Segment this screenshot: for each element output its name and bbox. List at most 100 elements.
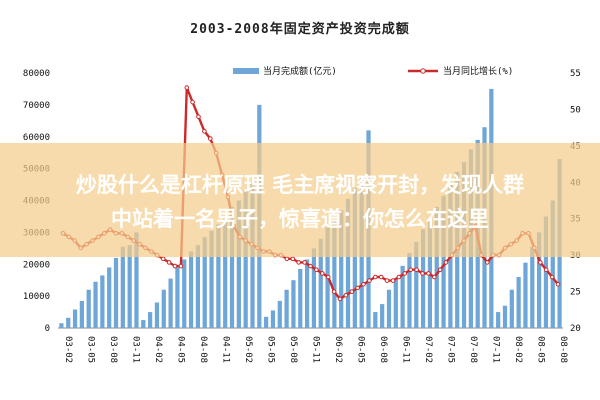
growth-point [355, 285, 360, 291]
x-tick-label: 05-08 [288, 336, 298, 363]
bar [243, 190, 248, 328]
legend-line-label: 当月同比增长(%) [443, 65, 513, 77]
bar [216, 224, 221, 328]
bar [188, 251, 194, 328]
bar [93, 281, 98, 328]
x-tick-label: 04-11 [221, 336, 231, 363]
x-tick-label: 08-02 [513, 336, 523, 363]
bar [175, 267, 180, 328]
x-tick-label: 07-08 [468, 336, 478, 363]
caption-overlay [0, 143, 600, 257]
x-tick-label: 08-08 [558, 336, 568, 363]
x-tick-label: 06-02 [333, 336, 343, 363]
growth-point [325, 274, 331, 280]
bar [516, 277, 521, 328]
bar [202, 237, 207, 328]
bar [373, 312, 378, 328]
growth-point [202, 129, 207, 134]
bar [270, 310, 276, 328]
bar [66, 317, 71, 328]
growth-point [314, 267, 319, 273]
left-tick-label: 10000 [23, 292, 50, 302]
growth-point [420, 271, 425, 276]
bar [154, 302, 160, 328]
left-tick-label: 20000 [23, 260, 50, 270]
bar [537, 232, 542, 329]
growth-point [373, 274, 378, 280]
right-tick-label: 50 [570, 105, 581, 115]
left-tick-label: 60000 [23, 133, 50, 143]
bar [100, 275, 105, 328]
x-tick-label: 04-02 [153, 336, 163, 363]
x-tick-label: 06-08 [378, 336, 388, 363]
growth-point [390, 278, 396, 283]
growth-point [172, 263, 178, 269]
x-tick-label: 06-11 [401, 336, 411, 363]
bar [304, 259, 310, 328]
bar [298, 269, 303, 328]
bar [209, 230, 214, 328]
growth-point [343, 292, 349, 298]
growth-point [414, 267, 419, 273]
growth-point [432, 274, 437, 280]
x-tick-label: 05-02 [243, 336, 253, 363]
bar [182, 259, 187, 328]
x-tick-label: 05-05 [266, 336, 276, 363]
growth-point [538, 260, 543, 265]
x-tick-label: 07-02 [423, 336, 433, 363]
bar [352, 187, 357, 328]
bar [86, 289, 91, 328]
bar [414, 241, 419, 328]
growth-point [166, 260, 172, 265]
growth-point [384, 278, 390, 283]
left-tick-label: 80000 [23, 69, 50, 79]
bar [380, 304, 385, 328]
left-tick-label: 0 [45, 324, 50, 334]
bar [332, 219, 337, 329]
growth-point [160, 256, 166, 262]
legend-item-bar: 当月完成额(亿元) [233, 65, 337, 77]
right-tick-label: 25 [570, 288, 581, 298]
bar [400, 265, 405, 328]
bar [420, 229, 426, 328]
growth-point [408, 267, 414, 273]
bar [168, 278, 173, 328]
bar [496, 312, 501, 328]
bar [195, 245, 201, 329]
left-tick-label: 70000 [23, 101, 50, 111]
growth-point [543, 267, 549, 273]
bar [223, 216, 228, 328]
growth-point [396, 274, 402, 280]
x-tick-label: 05-11 [311, 336, 321, 363]
growth-point [437, 267, 443, 273]
bar [72, 309, 78, 328]
bar [134, 232, 139, 329]
growth-point [549, 274, 555, 280]
bar [345, 198, 351, 328]
bar [502, 305, 508, 328]
x-tick-label: 06-05 [356, 336, 366, 363]
x-tick-label: 07-05 [446, 336, 456, 363]
right-tick-label: 55 [570, 69, 581, 79]
growth-point [184, 85, 190, 90]
bar [318, 238, 323, 328]
bar [229, 206, 235, 329]
caption-line-1: 炒股什么是杠杆原理 毛主席视察开封，发现人群 [75, 173, 525, 197]
bar [277, 300, 282, 328]
x-axis: 03-02 03-05 03-08 03-11 04-02 04-05 04-08 04-11… [63, 336, 568, 363]
bar [543, 216, 549, 328]
bar [148, 312, 153, 328]
x-tick-label: 03-02 [63, 336, 73, 363]
bar [386, 289, 392, 328]
growth-point [485, 260, 490, 265]
caption-text[interactable]: 炒股什么是杠杆原理 毛主席视察开封，发现人群 中站着一名男子，惊喜道：你怎么在这… [8, 168, 592, 236]
bar [141, 320, 146, 328]
growth-point [367, 278, 372, 283]
bar [407, 253, 412, 328]
bar [550, 200, 555, 328]
bar [291, 280, 296, 328]
growth-point [443, 260, 449, 265]
chart-title: 2003-2008年固定资产投资完成额 [190, 21, 409, 37]
growth-point [196, 114, 201, 119]
growth-point [302, 260, 307, 265]
